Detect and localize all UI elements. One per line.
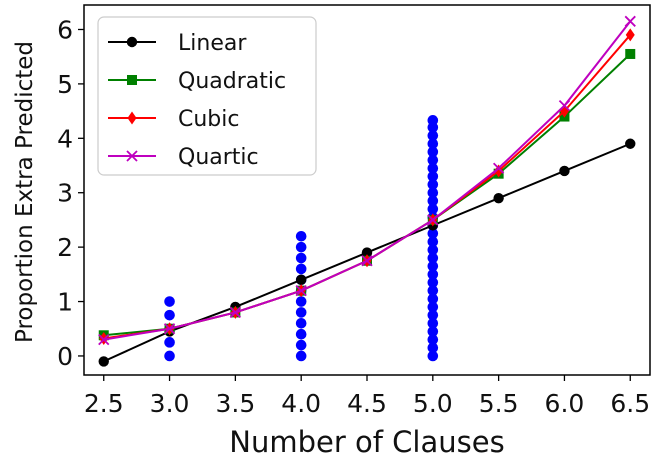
y-tick-label: 3 bbox=[57, 179, 73, 208]
legend-marker-quartic bbox=[126, 150, 138, 162]
data-point-quartic bbox=[163, 323, 176, 335]
observation-point bbox=[427, 154, 439, 166]
data-point-cubic bbox=[494, 164, 504, 178]
observation-point bbox=[427, 293, 439, 305]
data-point-quartic bbox=[98, 333, 110, 346]
observation-point bbox=[427, 269, 439, 280]
legend-item-quadratic: Quadratic bbox=[108, 69, 286, 94]
observation-point bbox=[164, 296, 175, 307]
x-tick-label: 3.0 bbox=[150, 389, 190, 418]
observation-point bbox=[427, 260, 439, 272]
legend-label-cubic: Cubic bbox=[178, 107, 239, 132]
y-tick-label: 0 bbox=[57, 342, 73, 371]
observation-point bbox=[427, 138, 439, 150]
observation-point bbox=[295, 241, 307, 253]
observation-point bbox=[295, 230, 307, 242]
observation-point bbox=[427, 244, 439, 256]
observation-point bbox=[427, 342, 439, 354]
observation-point bbox=[427, 309, 439, 321]
series-lines bbox=[98, 15, 636, 367]
observation-point bbox=[164, 337, 175, 348]
x-tick-label: 4.5 bbox=[347, 389, 387, 418]
x-tick-label: 6.0 bbox=[545, 389, 585, 418]
x-tick-label: 6.5 bbox=[610, 389, 650, 418]
legend-marker-cubic bbox=[127, 111, 137, 125]
observation-point bbox=[427, 326, 439, 337]
data-point-linear bbox=[98, 356, 109, 367]
observation-point bbox=[427, 179, 439, 190]
x-axis-label: Number of Clauses bbox=[229, 425, 504, 459]
observation-point bbox=[427, 162, 439, 174]
data-point-quartic bbox=[558, 100, 571, 112]
observation-point bbox=[295, 263, 307, 275]
observation-point bbox=[427, 203, 439, 215]
observation-point bbox=[427, 195, 439, 207]
y-tick-label: 4 bbox=[57, 124, 73, 153]
y-axis-ticks: 0 1 2 3 4 5 6 bbox=[57, 15, 84, 371]
data-point-quartic bbox=[229, 306, 242, 319]
data-point-quartic bbox=[492, 162, 505, 174]
legend-item-cubic: Cubic bbox=[108, 107, 239, 132]
observation-points bbox=[164, 115, 439, 362]
observation-point bbox=[427, 146, 439, 158]
observation-point bbox=[427, 228, 439, 239]
data-point-quartic bbox=[361, 255, 373, 267]
data-point-quartic bbox=[295, 285, 307, 297]
observation-point bbox=[295, 328, 307, 340]
y-tick-label: 5 bbox=[57, 70, 73, 99]
y-tick-label: 2 bbox=[57, 233, 73, 262]
data-point-quartic bbox=[624, 15, 636, 27]
y-tick-label: 1 bbox=[57, 288, 73, 317]
observation-point bbox=[427, 115, 439, 126]
observation-point bbox=[427, 318, 439, 329]
observation-point bbox=[427, 301, 439, 313]
observation-point bbox=[295, 307, 307, 318]
observation-point bbox=[427, 277, 439, 288]
data-point-linear bbox=[361, 247, 373, 258]
legend-label-quartic: Quartic bbox=[178, 145, 259, 170]
legend-marker-linear bbox=[126, 36, 138, 48]
observation-point bbox=[295, 318, 307, 329]
data-point-cubic bbox=[625, 28, 635, 42]
legend-item-quartic: Quartic bbox=[108, 145, 259, 170]
chart-legend: Linear Quadratic Cubic Quartic bbox=[97, 16, 317, 176]
legend-label-linear: Linear bbox=[178, 31, 247, 56]
y-tick-label: 6 bbox=[57, 15, 73, 44]
legend-item-linear: Linear bbox=[108, 31, 247, 56]
data-point-linear bbox=[493, 192, 504, 204]
observation-point bbox=[427, 252, 439, 264]
observation-point bbox=[427, 171, 439, 182]
data-point-quartic bbox=[427, 214, 439, 226]
legend-marker-quadratic bbox=[127, 75, 137, 85]
observation-point bbox=[164, 309, 175, 321]
observation-point bbox=[427, 334, 439, 345]
observation-point bbox=[427, 350, 439, 362]
x-tick-label: 3.5 bbox=[215, 389, 255, 418]
legend-box bbox=[97, 16, 317, 176]
observation-point bbox=[295, 339, 307, 351]
series-quartic bbox=[98, 15, 636, 346]
observation-point bbox=[164, 350, 175, 362]
observation-point bbox=[427, 187, 439, 199]
observation-point bbox=[427, 285, 439, 296]
data-point-quadratic bbox=[625, 48, 636, 59]
data-point-linear bbox=[295, 274, 307, 285]
observation-point bbox=[295, 350, 307, 362]
data-point-linear bbox=[625, 138, 636, 149]
observation-point bbox=[427, 130, 439, 141]
y-axis-label: Proportion Extra Predicted bbox=[12, 41, 38, 343]
legend-label-quadratic: Quadratic bbox=[178, 69, 286, 94]
data-point-linear bbox=[559, 165, 570, 177]
x-axis-ticks: 2.5 3.0 3.5 4.0 4.5 5.0 5.5 6.0 6.5 bbox=[84, 375, 650, 418]
x-tick-label: 2.5 bbox=[84, 389, 124, 418]
x-tick-label: 5.5 bbox=[479, 389, 519, 418]
x-tick-label: 4.0 bbox=[281, 389, 321, 418]
observation-point bbox=[295, 252, 307, 264]
observation-point bbox=[295, 296, 307, 307]
observation-point bbox=[427, 236, 439, 247]
x-tick-label: 5.0 bbox=[413, 389, 453, 418]
